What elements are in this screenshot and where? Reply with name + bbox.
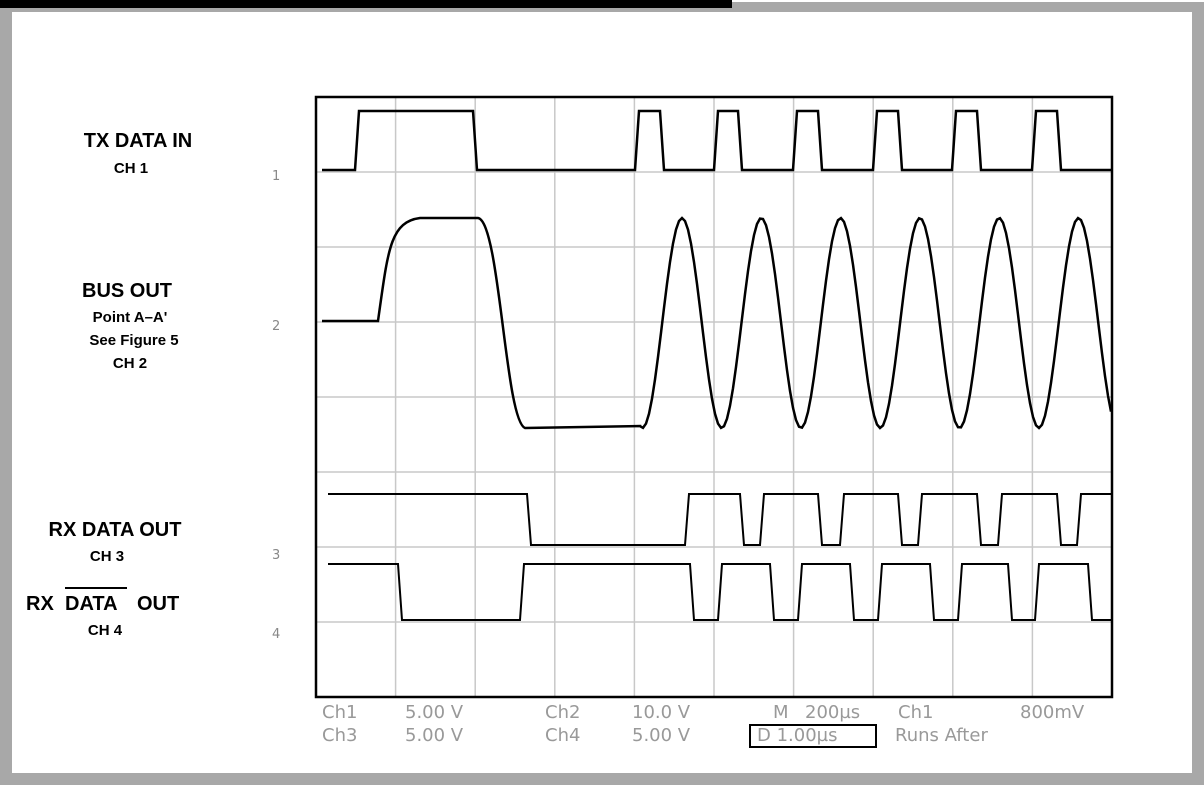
ch4-overlined: DATA <box>65 593 118 615</box>
channel-marker: 2 <box>272 319 280 334</box>
ch2-line: See Figure 5 <box>89 332 178 349</box>
channel-marker: 4 <box>272 627 280 642</box>
readout: M <box>773 702 789 723</box>
readout: Ch1 <box>898 702 933 723</box>
channel-marker: 1 <box>272 169 280 184</box>
top-bar <box>0 0 732 8</box>
ch4-prefix: RX <box>26 593 54 615</box>
readout: 200µs <box>805 702 860 723</box>
ch3-title: RX DATA OUT <box>49 519 182 541</box>
readout: 10.0 V <box>632 702 691 723</box>
ch1-title: TX DATA IN <box>84 130 193 152</box>
readout: Ch1 <box>322 702 357 723</box>
readout: 5.00 V <box>632 725 691 746</box>
page: TX DATA IN CH 1 BUS OUT Point A–A' See F… <box>0 0 1204 785</box>
ch3-channel: CH 3 <box>90 548 124 565</box>
readout: D 1.00µs <box>757 725 838 746</box>
readout: Ch4 <box>545 725 580 746</box>
readout: Ch2 <box>545 702 580 723</box>
ch1-channel: CH 1 <box>114 160 148 177</box>
readout: 800mV <box>1020 702 1085 723</box>
ch4-channel: CH 4 <box>88 622 123 639</box>
ch2-line: Point A–A' <box>93 309 168 326</box>
readout: Ch3 <box>322 725 357 746</box>
readout: 5.00 V <box>405 725 464 746</box>
ch4-suffix: OUT <box>137 593 179 615</box>
channel-marker: 3 <box>272 548 280 563</box>
top-gap <box>732 0 1204 2</box>
panel <box>12 12 1192 773</box>
readout: Runs After <box>895 725 988 746</box>
ch2-channel: CH 2 <box>113 355 147 372</box>
readout: 5.00 V <box>405 702 464 723</box>
ch2-title: BUS OUT <box>82 280 172 302</box>
